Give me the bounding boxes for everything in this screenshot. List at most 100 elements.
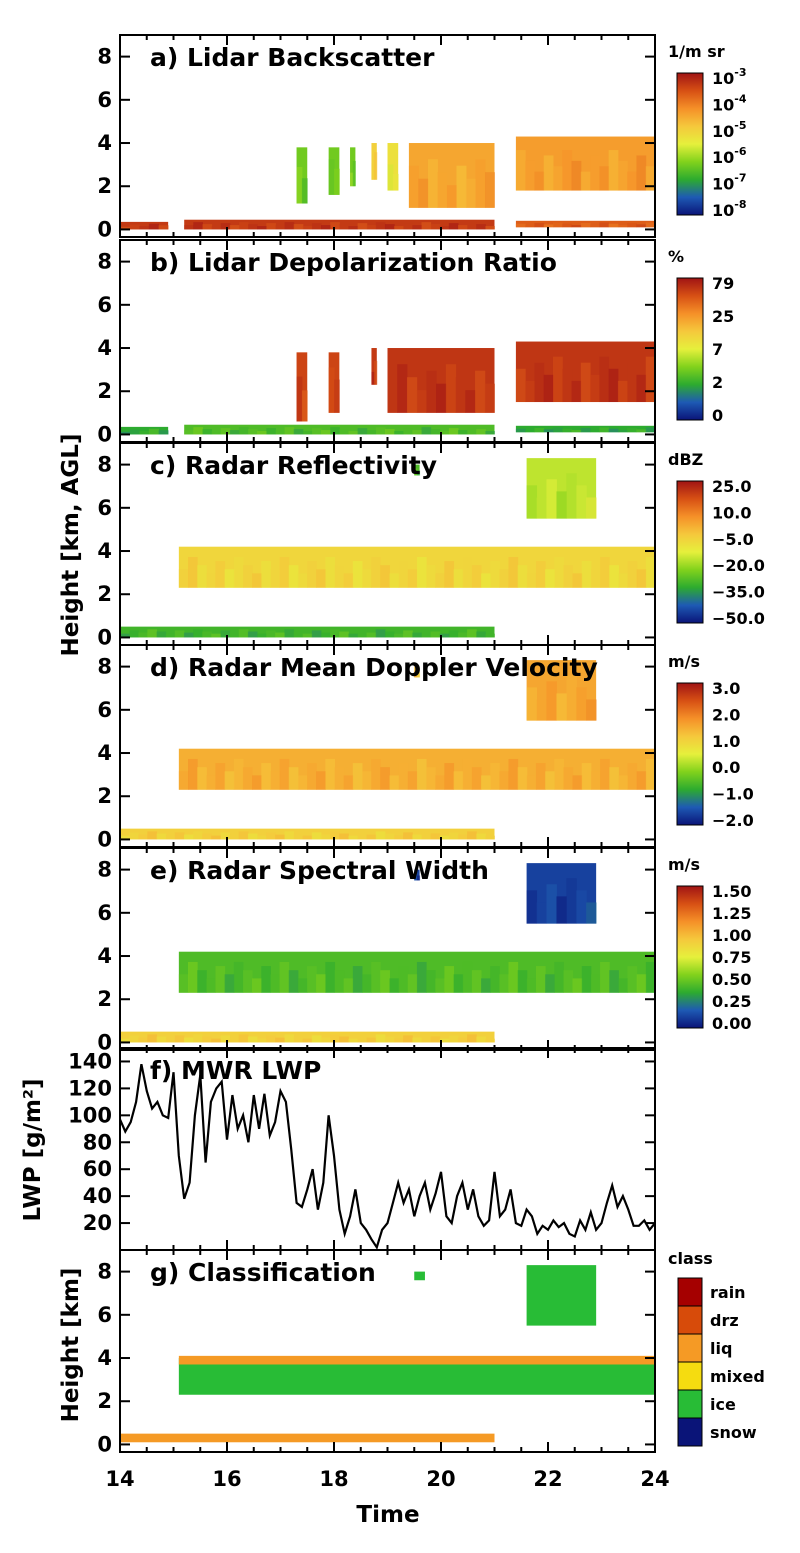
data-texture	[534, 171, 545, 191]
data-texture	[581, 763, 592, 790]
data-texture	[457, 430, 468, 435]
data-texture	[293, 1036, 304, 1043]
data-texture	[215, 763, 226, 790]
data-texture	[403, 223, 413, 230]
data-texture	[394, 1038, 404, 1043]
data-texture	[302, 1038, 313, 1043]
data-texture	[416, 390, 427, 413]
data-texture	[266, 223, 276, 230]
data-texture	[467, 1034, 477, 1043]
data-texture	[571, 160, 582, 191]
data-texture	[627, 171, 637, 191]
data-texture	[636, 429, 647, 433]
ytick-label: 0	[97, 217, 112, 241]
data-texture	[562, 428, 573, 433]
ytick-label: 0	[97, 422, 112, 446]
data-texture	[330, 1034, 340, 1043]
data-texture	[608, 428, 619, 433]
plot-content-a	[120, 136, 655, 230]
data-texture	[536, 497, 547, 519]
data-texture	[576, 890, 587, 924]
data-texture	[408, 165, 419, 208]
ytick-label: 0	[97, 1030, 112, 1054]
data-texture	[275, 225, 286, 230]
data-texture	[174, 630, 185, 638]
data-texture	[617, 225, 628, 228]
ytick-label: 40	[83, 1184, 112, 1208]
data-texture	[270, 974, 281, 993]
data-texture	[566, 878, 577, 924]
data-texture	[418, 178, 429, 208]
data-texture	[247, 833, 258, 840]
data-texture	[357, 630, 368, 638]
data-texture	[426, 970, 436, 993]
data-texture	[645, 166, 655, 191]
colorbar-tick: −5.0	[712, 530, 754, 549]
data-texture	[545, 569, 555, 588]
data-texture	[636, 569, 647, 588]
data-texture	[261, 763, 271, 790]
data-texture	[284, 629, 295, 638]
data-texture	[618, 775, 629, 790]
data-texture	[467, 427, 477, 435]
data-texture	[618, 573, 629, 588]
data-texture	[609, 970, 619, 993]
data-texture	[599, 356, 610, 403]
data-texture	[421, 222, 432, 230]
data-texture	[448, 1035, 459, 1043]
data-texture	[581, 561, 592, 588]
data-texture	[552, 166, 563, 191]
data-texture	[297, 978, 308, 993]
colorbar-c	[676, 480, 704, 624]
data-texture	[348, 431, 359, 435]
data-texture	[403, 630, 413, 638]
data-texture	[465, 390, 476, 413]
data-texture	[238, 629, 249, 638]
data-texture	[252, 573, 262, 588]
data-texture	[371, 961, 381, 993]
data-texture	[439, 835, 450, 840]
data-texture	[554, 758, 564, 790]
data-region	[120, 1031, 495, 1043]
data-texture	[416, 758, 427, 790]
data-texture	[129, 1035, 139, 1043]
ytick-label: 4	[97, 1346, 112, 1370]
data-texture	[129, 429, 140, 435]
data-texture	[414, 873, 418, 881]
data-texture	[580, 223, 591, 228]
data-texture	[608, 150, 619, 191]
data-texture	[211, 633, 221, 638]
data-texture	[515, 428, 526, 433]
data-texture	[457, 225, 468, 230]
colorbar-tick: 0.00	[712, 1014, 751, 1033]
data-texture	[307, 763, 317, 790]
data-texture	[556, 491, 567, 519]
data-texture	[238, 831, 249, 840]
data-texture	[247, 631, 258, 638]
data-texture	[444, 561, 455, 588]
data-texture	[571, 430, 582, 433]
data-texture	[462, 556, 473, 588]
colorbar-tick: 0.75	[712, 948, 751, 967]
data-texture	[627, 763, 638, 790]
data-texture	[580, 362, 591, 403]
data-texture	[645, 556, 655, 588]
xtick-label: 20	[426, 1467, 455, 1491]
data-texture	[608, 223, 619, 228]
data-texture	[484, 172, 495, 208]
data-texture	[158, 225, 169, 230]
colorbar-exponent: -7	[734, 172, 746, 185]
data-texture	[421, 831, 432, 840]
data-texture	[343, 573, 354, 588]
data-texture	[352, 763, 363, 790]
data-texture	[543, 429, 554, 433]
xtick-label: 18	[319, 1467, 348, 1491]
data-texture	[275, 834, 285, 840]
data-region	[120, 426, 169, 435]
data-texture	[178, 569, 189, 588]
data-texture	[387, 164, 394, 191]
data-texture	[242, 970, 253, 993]
data-texture	[350, 172, 354, 187]
data-texture	[552, 427, 563, 433]
colorbar-tick: 1.50	[712, 882, 751, 901]
